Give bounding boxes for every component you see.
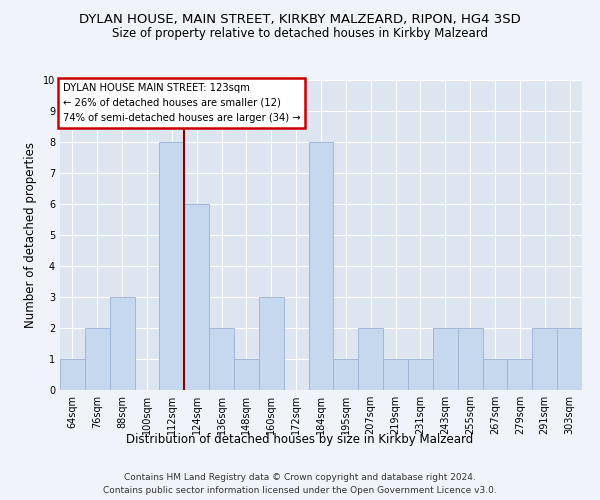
Bar	[458, 328, 482, 390]
Bar	[508, 359, 532, 390]
Text: Contains HM Land Registry data © Crown copyright and database right 2024.: Contains HM Land Registry data © Crown c…	[124, 472, 476, 482]
Bar	[557, 328, 582, 390]
Bar	[433, 328, 458, 390]
Bar	[234, 359, 259, 390]
Bar	[532, 328, 557, 390]
Bar	[408, 359, 433, 390]
Bar	[209, 328, 234, 390]
Bar	[85, 328, 110, 390]
Bar	[308, 142, 334, 390]
Bar	[259, 297, 284, 390]
Bar	[160, 142, 184, 390]
Bar	[60, 359, 85, 390]
Text: Size of property relative to detached houses in Kirkby Malzeard: Size of property relative to detached ho…	[112, 28, 488, 40]
Y-axis label: Number of detached properties: Number of detached properties	[25, 142, 37, 328]
Bar	[184, 204, 209, 390]
Bar	[334, 359, 358, 390]
Text: DYLAN HOUSE, MAIN STREET, KIRKBY MALZEARD, RIPON, HG4 3SD: DYLAN HOUSE, MAIN STREET, KIRKBY MALZEAR…	[79, 12, 521, 26]
Bar	[482, 359, 508, 390]
Text: Contains public sector information licensed under the Open Government Licence v3: Contains public sector information licen…	[103, 486, 497, 495]
Bar	[383, 359, 408, 390]
Text: DYLAN HOUSE MAIN STREET: 123sqm
← 26% of detached houses are smaller (12)
74% of: DYLAN HOUSE MAIN STREET: 123sqm ← 26% of…	[62, 83, 300, 122]
Bar	[110, 297, 134, 390]
Text: Distribution of detached houses by size in Kirkby Malzeard: Distribution of detached houses by size …	[127, 432, 473, 446]
Bar	[358, 328, 383, 390]
